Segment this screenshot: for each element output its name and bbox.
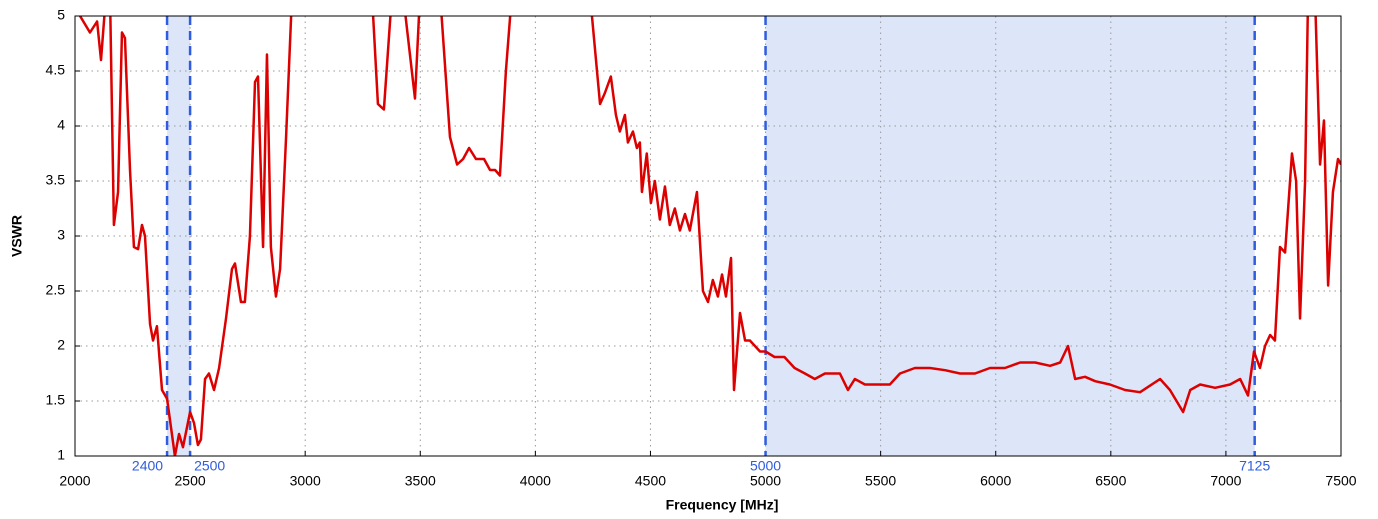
band-edge-label: 5000 (750, 458, 781, 474)
x-tick-label: 3000 (290, 473, 321, 489)
x-tick-label: 5000 (750, 473, 781, 489)
y-tick-label: 4.5 (46, 62, 66, 78)
x-tick-label: 7500 (1325, 473, 1356, 489)
y-tick-label: 1 (57, 447, 65, 463)
band-edge-label: 2400 (132, 458, 163, 474)
labels: 2400 2500 5000 7125 1 1.5 2 2.5 3 3.5 4 4.5 5 2000 250… (46, 7, 1357, 489)
band (167, 16, 191, 456)
data-line (78, 16, 1341, 456)
y-tick-label: 2 (57, 337, 65, 353)
y-tick-label: 2.5 (46, 282, 66, 298)
y-tick-label: 4 (57, 117, 65, 133)
band-edge-label: 2500 (194, 458, 225, 474)
x-tick-label: 6000 (980, 473, 1011, 489)
bands (167, 16, 1255, 456)
band-edge-label: 7125 (1239, 458, 1270, 474)
x-axis-label: Frequency [MHz] (666, 497, 779, 513)
x-tick-label: 2000 (59, 473, 90, 489)
x-tick-label: 7000 (1210, 473, 1241, 489)
x-tick-label: 5500 (865, 473, 896, 489)
band-edges (165, 16, 1256, 456)
x-tick-label: 6500 (1095, 473, 1126, 489)
y-tick-label: 3.5 (46, 172, 66, 188)
x-tick-label: 4500 (635, 473, 666, 489)
y-tick-label: 3 (57, 227, 65, 243)
y-tick-label: 5 (57, 7, 65, 23)
x-tick-label: 3500 (405, 473, 436, 489)
y-tick-label: 1.5 (46, 392, 66, 408)
x-tick-label: 4000 (520, 473, 551, 489)
plot-frame (74, 15, 1342, 457)
y-axis-label: VSWR (9, 215, 25, 257)
plot-lines (78, 16, 1341, 456)
x-tick-label: 2500 (175, 473, 206, 489)
